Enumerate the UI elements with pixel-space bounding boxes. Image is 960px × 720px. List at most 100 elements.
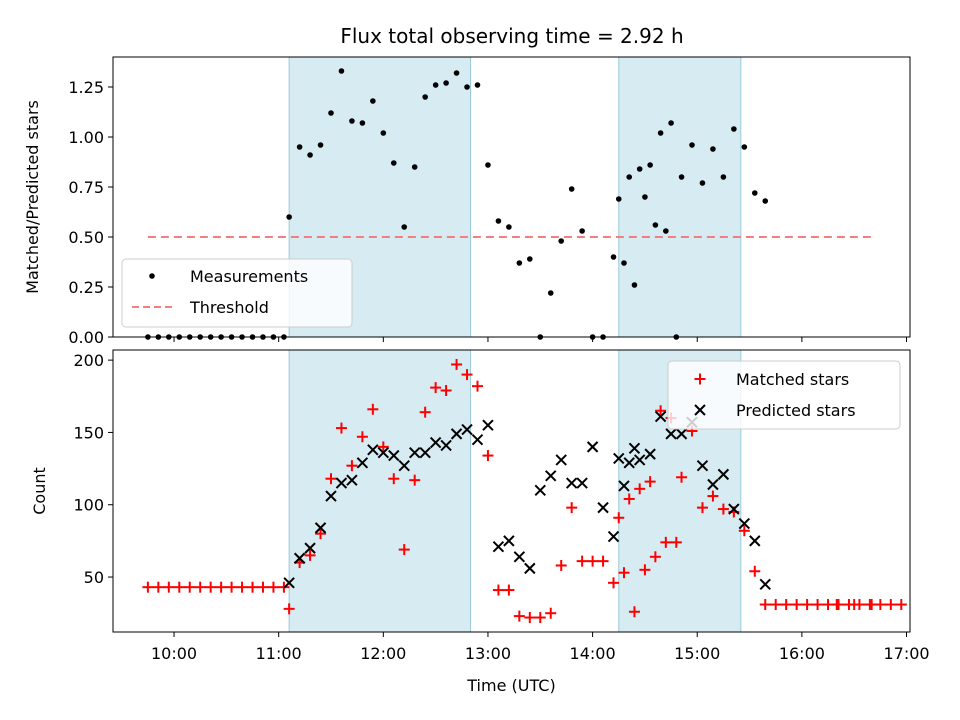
matched-stars-point xyxy=(628,606,640,618)
predicted-stars-point xyxy=(419,446,431,459)
legend-threshold-label: Threshold xyxy=(189,298,269,317)
measurement-point xyxy=(370,98,376,104)
y-tick-label: 200 xyxy=(73,351,104,370)
measurement-point xyxy=(615,196,622,202)
measurement-point xyxy=(401,224,408,230)
x-tick-label: 16:00 xyxy=(779,644,825,663)
matched-stars-point xyxy=(335,422,347,434)
predicted-stars-point xyxy=(738,517,751,530)
matched-stars-point xyxy=(576,555,588,567)
matched-stars-point xyxy=(163,581,175,593)
matched-stars-point xyxy=(226,581,238,593)
x-axis-label: Time (UTC) xyxy=(466,676,555,695)
bottom-legend: Matched stars Predicted stars xyxy=(667,360,901,430)
matched-stars-point xyxy=(848,599,860,611)
measurement-point xyxy=(668,120,674,126)
matched-stars-point xyxy=(247,581,259,593)
matched-stars-point xyxy=(346,460,358,472)
matched-stars-point xyxy=(482,450,494,462)
measurement-point xyxy=(464,84,470,90)
measurement-point xyxy=(422,94,428,100)
matched-stars-point xyxy=(831,599,843,611)
predicted-stars-point xyxy=(409,446,421,459)
matched-stars-point xyxy=(461,369,473,381)
predicted-stars-point xyxy=(597,501,609,514)
measurement-point xyxy=(636,166,643,172)
predicted-stars-point xyxy=(759,578,771,590)
predicted-stars-point xyxy=(534,484,546,496)
measurement-point xyxy=(390,160,397,166)
predicted-stars-point xyxy=(293,552,306,564)
legend-x-glyph xyxy=(694,404,706,416)
matched-stars-point xyxy=(780,599,792,611)
predicted-stars-point xyxy=(377,446,390,459)
matched-stars-point xyxy=(738,525,750,537)
predicted-stars-point xyxy=(628,442,641,455)
matched-stars-point xyxy=(655,405,667,417)
x-tick-label: 11:00 xyxy=(256,644,302,663)
y-tick-label: 0.75 xyxy=(68,178,104,197)
matched-stars-point xyxy=(597,555,609,567)
predicted-stars-point xyxy=(314,522,327,534)
x-tick-label: 13:00 xyxy=(465,644,511,663)
predicted-stars-point xyxy=(356,457,369,469)
matched-stars-point xyxy=(608,577,620,589)
matched-stars-point xyxy=(257,581,269,593)
measurement-point xyxy=(751,190,758,196)
matched-stars-point xyxy=(440,384,452,396)
predicted-stars-point xyxy=(429,436,442,449)
matched-stars-point xyxy=(173,581,185,593)
matched-stars-point xyxy=(639,564,651,576)
legend-measurements-marker xyxy=(149,273,155,279)
bottom-x-ticks: 10:00 11:00 12:00 13:00 14:00 15:00 16:00 17:00 xyxy=(151,632,930,663)
measurement-point xyxy=(516,260,523,266)
x-tick-label: 10:00 xyxy=(151,644,197,663)
measurement-point xyxy=(380,130,387,136)
legend-measurements-label: Measurements xyxy=(190,267,308,286)
top-shaded-regions xyxy=(288,56,742,338)
matched-stars-point xyxy=(791,599,803,611)
predicted-stars-point xyxy=(607,530,620,543)
predicted-stars-point xyxy=(335,477,348,489)
measurement-point xyxy=(349,118,355,124)
matched-stars-point xyxy=(707,490,719,502)
legend-plus-glyph xyxy=(694,373,706,385)
matched-stars-point xyxy=(267,581,279,593)
predicted-stars-point xyxy=(576,477,588,489)
measurement-point xyxy=(443,80,449,86)
matched-stars-point xyxy=(770,599,782,611)
measurement-point xyxy=(710,146,716,152)
matched-stars-point xyxy=(398,544,410,556)
measurement-point xyxy=(652,222,659,228)
y-tick-label: 1.00 xyxy=(68,128,104,147)
matched-stars-point xyxy=(142,581,154,593)
matched-stars-point xyxy=(566,502,578,514)
matched-stars-point xyxy=(644,476,656,488)
measurement-point xyxy=(647,162,653,168)
matched-stars-point xyxy=(749,565,761,577)
matched-stars-point xyxy=(885,599,897,611)
predicted-stars-point xyxy=(471,433,484,446)
predicted-stars-point xyxy=(346,474,358,486)
measurement-point xyxy=(558,238,565,244)
y-tick-label: 0.00 xyxy=(68,328,104,347)
measurement-point xyxy=(411,164,418,170)
measurement-point xyxy=(286,214,292,220)
legend-predicted-marker xyxy=(694,404,706,416)
measurement-point xyxy=(506,224,512,230)
measurement-point xyxy=(495,218,502,224)
bottom-axes-frame xyxy=(112,349,911,633)
predicted-stars-point xyxy=(492,540,505,553)
x-tick-label: 12:00 xyxy=(360,644,406,663)
matched-stars-point xyxy=(759,599,771,611)
predicted-stars-point xyxy=(503,535,515,547)
predicted-stars-point xyxy=(696,459,709,472)
measurement-point xyxy=(731,126,737,132)
measurement-point xyxy=(359,120,366,126)
matched-stars-point xyxy=(388,473,400,485)
matched-stars-point xyxy=(430,382,442,394)
matched-stars-point xyxy=(377,441,389,453)
matched-stars-point xyxy=(184,581,196,593)
measurement-point xyxy=(296,144,303,150)
top-panel: 0.00 0.25 0.50 0.75 1.00 1.25 Matched/Predict… xyxy=(23,56,911,347)
